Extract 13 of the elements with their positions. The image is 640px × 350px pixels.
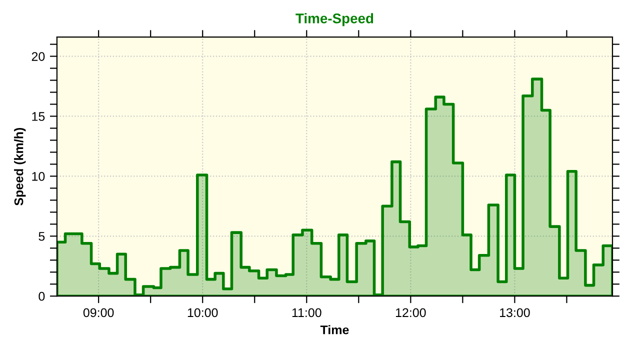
x-tick-label: 09:00 — [83, 308, 114, 318]
x-tick-label: 11:00 — [292, 308, 322, 318]
y-axis-title: Speed (km/h) — [14, 128, 26, 206]
chart-title: Time-Speed — [296, 13, 374, 26]
y-tick-label: 0 — [38, 292, 45, 301]
y-tick-label: 5 — [38, 232, 45, 241]
x-axis-title: Time — [320, 325, 349, 334]
y-tick-label: 10 — [32, 172, 45, 181]
y-tick-label: 15 — [32, 112, 45, 121]
x-tick-label: 13:00 — [500, 308, 530, 318]
y-tick-label: 20 — [32, 52, 45, 61]
x-tick-label: 10:00 — [188, 308, 218, 318]
x-tick-label: 12:00 — [396, 308, 426, 318]
